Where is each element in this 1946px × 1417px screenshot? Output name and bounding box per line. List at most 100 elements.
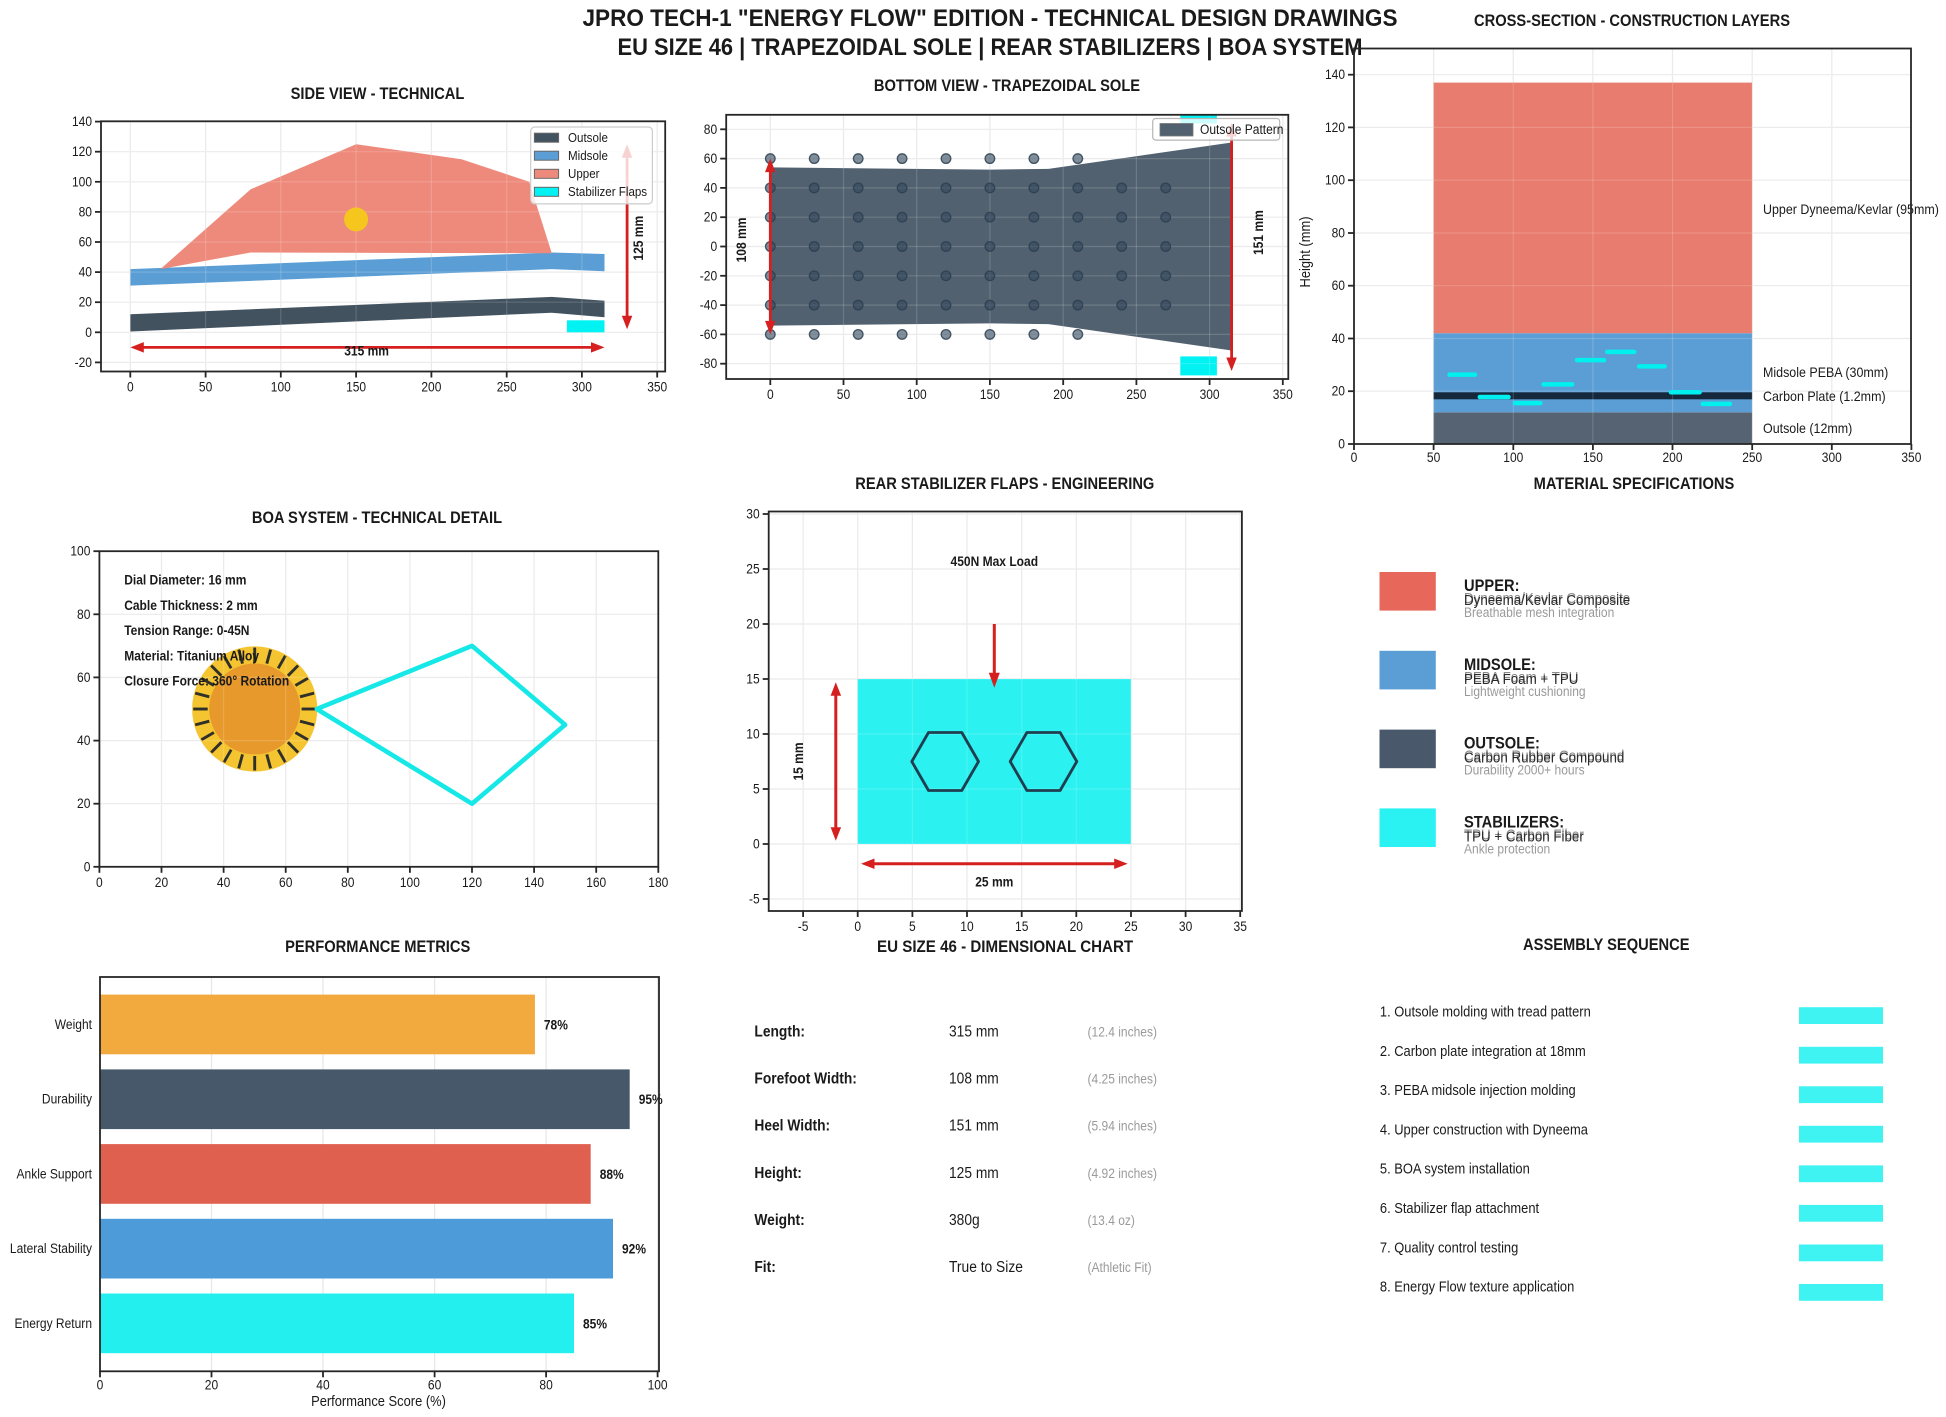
svg-text:(4.25 inches): (4.25 inches) xyxy=(1088,1072,1158,1087)
svg-text:5: 5 xyxy=(753,782,760,797)
svg-text:1. Outsole molding with tread: 1. Outsole molding with tread pattern xyxy=(1380,1005,1591,1021)
svg-text:Weight: Weight xyxy=(55,1017,92,1032)
svg-text:Height:: Height: xyxy=(754,1165,802,1182)
svg-text:MIDSOLE:: MIDSOLE: xyxy=(1464,656,1536,674)
svg-text:(12.4 inches): (12.4 inches) xyxy=(1088,1025,1158,1040)
svg-text:25: 25 xyxy=(746,562,759,577)
svg-text:0: 0 xyxy=(96,875,103,890)
svg-text:Cable Thickness: 2 mm: Cable Thickness: 2 mm xyxy=(124,598,258,613)
svg-text:80: 80 xyxy=(79,204,92,219)
svg-text:0: 0 xyxy=(1351,450,1358,465)
svg-text:STABILIZERS:: STABILIZERS: xyxy=(1464,813,1564,831)
svg-text:Tension Range: 0-45N: Tension Range: 0-45N xyxy=(124,623,249,638)
svg-text:100: 100 xyxy=(70,544,90,559)
svg-text:108 mm: 108 mm xyxy=(734,218,749,263)
svg-text:15: 15 xyxy=(746,672,759,687)
svg-text:ASSEMBLY SEQUENCE: ASSEMBLY SEQUENCE xyxy=(1523,936,1690,954)
svg-text:MATERIAL SPECIFICATIONS: MATERIAL SPECIFICATIONS xyxy=(1534,475,1735,493)
svg-text:UPPER:: UPPER: xyxy=(1464,577,1520,595)
svg-text:0: 0 xyxy=(854,919,861,934)
svg-text:SIDE VIEW - TECHNICAL: SIDE VIEW - TECHNICAL xyxy=(291,85,465,103)
svg-text:-80: -80 xyxy=(700,356,717,371)
svg-text:25 mm: 25 mm xyxy=(975,875,1013,890)
svg-text:Height (mm): Height (mm) xyxy=(1298,217,1314,288)
svg-text:Midsole: Midsole xyxy=(568,148,608,163)
svg-text:50: 50 xyxy=(199,380,212,395)
svg-text:200: 200 xyxy=(1663,450,1683,465)
svg-text:250: 250 xyxy=(1126,387,1146,402)
svg-text:Fit:: Fit: xyxy=(754,1259,775,1276)
svg-text:Lightweight cushioning: Lightweight cushioning xyxy=(1464,684,1586,699)
svg-text:-5: -5 xyxy=(798,919,809,934)
svg-text:450N Max Load: 450N Max Load xyxy=(951,554,1039,569)
svg-text:80: 80 xyxy=(341,875,354,890)
svg-text:Carbon Plate (1.2mm): Carbon Plate (1.2mm) xyxy=(1763,388,1886,404)
svg-text:Lateral Stability: Lateral Stability xyxy=(10,1241,92,1256)
svg-text:100: 100 xyxy=(1503,450,1523,465)
svg-text:35: 35 xyxy=(1234,919,1247,934)
svg-text:EU SIZE 46 | TRAPEZOIDAL SOLE: EU SIZE 46 | TRAPEZOIDAL SOLE | REAR STA… xyxy=(618,34,1363,61)
svg-text:Heel Width:: Heel Width: xyxy=(754,1118,830,1135)
svg-text:15 mm: 15 mm xyxy=(791,742,806,780)
svg-text:Length:: Length: xyxy=(754,1024,805,1041)
svg-text:Outsole (12mm): Outsole (12mm) xyxy=(1763,420,1852,436)
svg-text:PEBA Foam + TPU: PEBA Foam + TPU xyxy=(1464,669,1578,686)
svg-text:140: 140 xyxy=(524,875,544,890)
svg-text:315 mm: 315 mm xyxy=(344,343,389,358)
svg-text:151 mm: 151 mm xyxy=(1251,210,1266,255)
svg-text:20: 20 xyxy=(704,210,717,225)
svg-text:(4.92 inches): (4.92 inches) xyxy=(1088,1166,1158,1181)
svg-text:125 mm: 125 mm xyxy=(949,1165,999,1182)
svg-text:Breathable mesh integration: Breathable mesh integration xyxy=(1464,605,1614,620)
svg-text:380g: 380g xyxy=(949,1212,980,1229)
svg-text:Stabilizer Flaps: Stabilizer Flaps xyxy=(568,184,648,199)
svg-text:95%: 95% xyxy=(639,1092,663,1107)
svg-text:60: 60 xyxy=(79,235,92,250)
svg-text:OUTSOLE:: OUTSOLE: xyxy=(1464,735,1540,753)
svg-text:Ankle Support: Ankle Support xyxy=(17,1166,93,1181)
svg-text:-40: -40 xyxy=(700,298,717,313)
svg-text:0: 0 xyxy=(127,380,134,395)
svg-text:40: 40 xyxy=(79,265,92,280)
svg-text:BOA SYSTEM - TECHNICAL DETAIL: BOA SYSTEM - TECHNICAL DETAIL xyxy=(252,509,502,527)
svg-text:15: 15 xyxy=(1015,919,1028,934)
svg-text:0: 0 xyxy=(84,859,91,874)
svg-text:80: 80 xyxy=(1332,226,1345,241)
svg-text:92%: 92% xyxy=(622,1242,646,1257)
svg-text:Material: Titanium Alloy: Material: Titanium Alloy xyxy=(124,648,259,663)
svg-text:5: 5 xyxy=(909,919,916,934)
svg-text:Closure Force: 360° Rotation: Closure Force: 360° Rotation xyxy=(124,674,289,689)
svg-text:300: 300 xyxy=(1200,387,1220,402)
svg-text:JPRO TECH-1 "ENERGY FLOW" EDIT: JPRO TECH-1 "ENERGY FLOW" EDITION - TECH… xyxy=(583,5,1398,32)
svg-text:20: 20 xyxy=(1332,384,1345,399)
svg-text:2. Carbon plate integration at: 2. Carbon plate integration at 18mm xyxy=(1380,1044,1586,1060)
svg-text:Weight:: Weight: xyxy=(754,1212,804,1229)
svg-text:25: 25 xyxy=(1124,919,1137,934)
svg-text:350: 350 xyxy=(647,380,667,395)
svg-text:Upper: Upper xyxy=(568,166,600,181)
svg-text:85%: 85% xyxy=(583,1316,607,1331)
svg-text:6. Stabilizer flap attachment: 6. Stabilizer flap attachment xyxy=(1380,1201,1539,1217)
svg-text:20: 20 xyxy=(79,295,92,310)
svg-text:78%: 78% xyxy=(544,1018,568,1033)
svg-text:300: 300 xyxy=(572,380,592,395)
svg-text:0: 0 xyxy=(767,387,774,402)
svg-text:150: 150 xyxy=(980,387,1000,402)
svg-text:PEBA Foam + TPU: PEBA Foam + TPU xyxy=(1464,671,1578,688)
svg-text:315 mm: 315 mm xyxy=(949,1024,999,1041)
svg-text:BOTTOM VIEW - TRAPEZOIDAL SOLE: BOTTOM VIEW - TRAPEZOIDAL SOLE xyxy=(874,77,1140,95)
svg-text:50: 50 xyxy=(837,387,850,402)
svg-text:40: 40 xyxy=(704,180,717,195)
svg-text:Dyneema/Kevlar Composite: Dyneema/Kevlar Composite xyxy=(1464,592,1630,609)
svg-text:REAR STABILIZER FLAPS - ENGINE: REAR STABILIZER FLAPS - ENGINEERING xyxy=(855,475,1154,493)
svg-text:30: 30 xyxy=(746,507,759,522)
svg-text:80: 80 xyxy=(704,122,717,137)
svg-text:TPU + Carbon Fiber: TPU + Carbon Fiber xyxy=(1464,826,1584,843)
svg-text:-20: -20 xyxy=(75,355,92,370)
svg-text:0: 0 xyxy=(711,239,718,254)
svg-text:20: 20 xyxy=(1070,919,1083,934)
svg-text:100: 100 xyxy=(648,1377,668,1392)
svg-text:-5: -5 xyxy=(749,892,760,907)
svg-text:40: 40 xyxy=(77,733,90,748)
svg-text:200: 200 xyxy=(421,380,441,395)
